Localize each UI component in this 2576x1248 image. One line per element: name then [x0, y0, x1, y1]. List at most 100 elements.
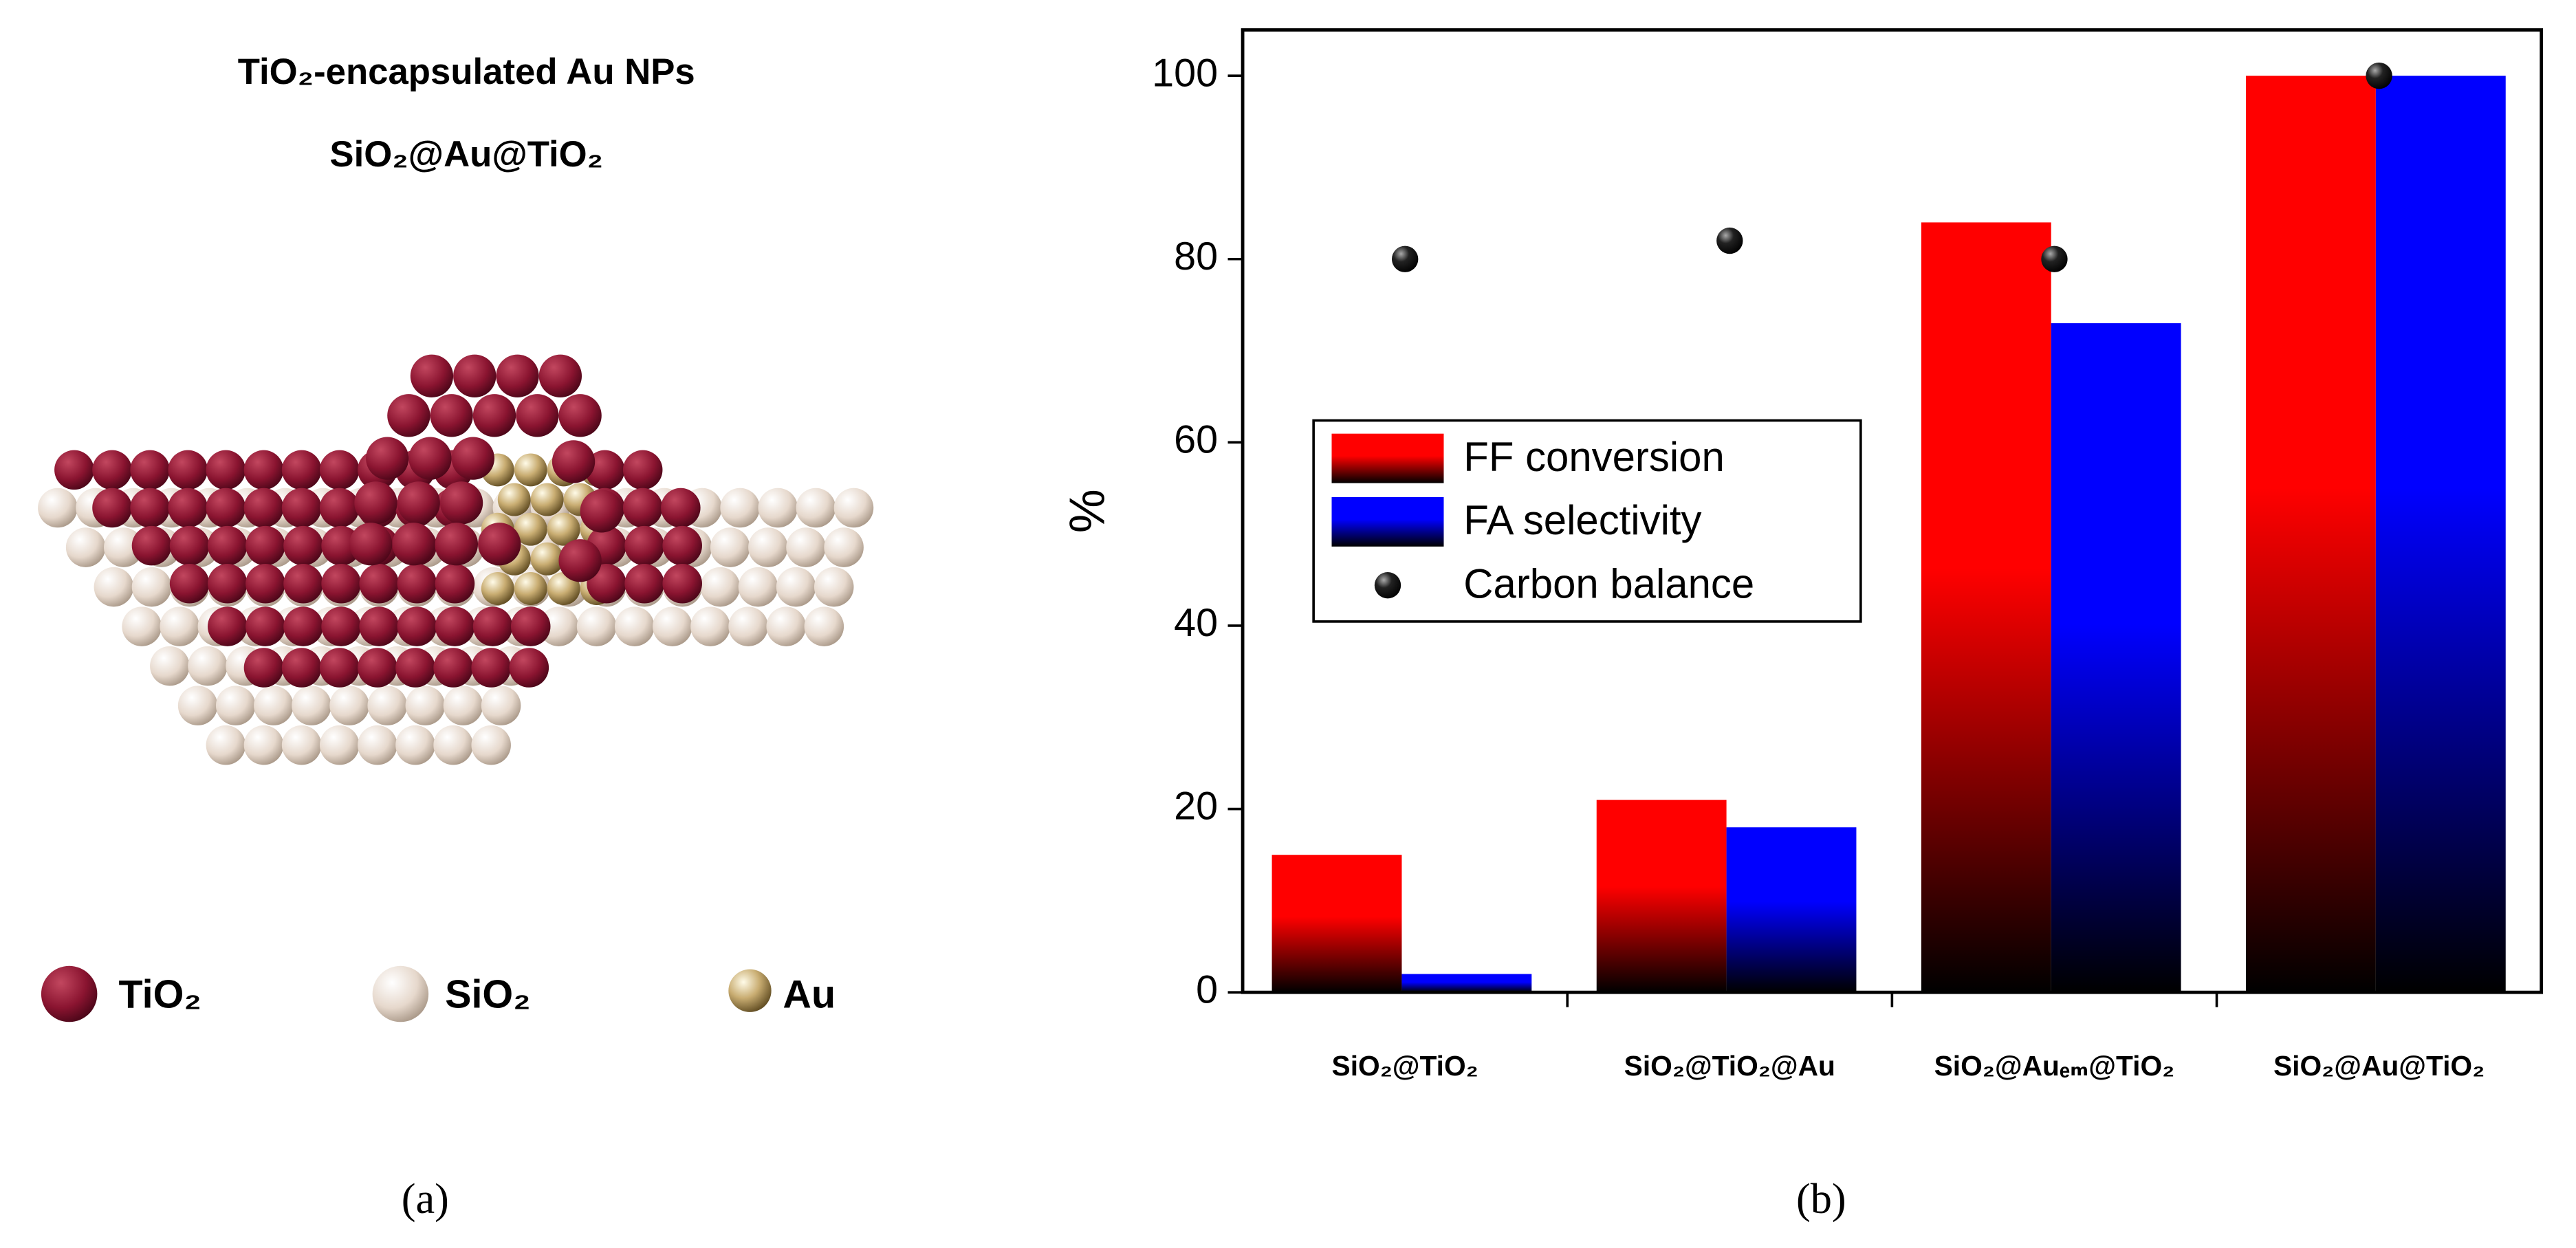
- sio2-sphere: [720, 488, 760, 528]
- plot-frame: [1241, 28, 2544, 994]
- legend-tio2: TiO₂: [119, 973, 201, 1017]
- tio2-sphere: [453, 354, 496, 397]
- y-axis-label: %: [1060, 489, 1115, 533]
- y-tick-label: 0: [1196, 967, 1218, 1011]
- legend-au-icon: [728, 969, 772, 1012]
- tio2-sphere: [169, 564, 210, 604]
- au-sphere: [547, 572, 580, 605]
- tio2-sphere: [624, 525, 664, 566]
- tio2-sphere: [395, 648, 435, 688]
- sio2-sphere: [700, 567, 741, 607]
- tio2-sphere: [245, 606, 285, 646]
- tio2-sphere: [281, 488, 322, 528]
- tio2-sphere: [478, 523, 521, 566]
- sio2-sphere: [215, 686, 256, 725]
- legend-label: FA selectivity: [1463, 497, 1701, 543]
- tio2-sphere: [471, 648, 511, 688]
- sio2-sphere: [690, 606, 730, 646]
- sio2-sphere: [103, 527, 144, 567]
- sio2-sphere: [433, 725, 473, 765]
- sio2-sphere: [206, 725, 246, 765]
- tio2-sphere: [435, 564, 475, 604]
- sio2-sphere: [38, 488, 78, 528]
- tio2-sphere: [496, 354, 539, 397]
- tio2-sphere: [580, 490, 623, 533]
- au-sphere: [497, 483, 531, 516]
- sio2-sphere: [405, 686, 446, 725]
- tio2-sphere: [169, 525, 210, 566]
- tio2-sphere: [54, 450, 94, 490]
- tio2-sphere: [349, 523, 393, 566]
- tio2-sphere: [509, 648, 549, 688]
- tio2-sphere: [552, 440, 596, 483]
- sio2-sphere: [576, 606, 617, 646]
- sio2-sphere: [395, 725, 435, 765]
- sio2-sphere: [292, 686, 331, 725]
- sio2-sphere: [728, 606, 768, 646]
- tio2-sphere: [622, 450, 663, 490]
- tio2-sphere: [387, 394, 430, 437]
- tio2-sphere: [281, 450, 322, 490]
- tio2-sphere: [358, 648, 397, 688]
- tio2-sphere: [661, 488, 701, 528]
- sio2-sphere: [122, 606, 162, 646]
- tio2-sphere: [243, 450, 284, 490]
- sio2-sphere: [177, 686, 218, 725]
- au-sphere: [514, 453, 547, 487]
- tio2-sphere: [245, 564, 285, 604]
- sio2-sphere: [243, 725, 284, 765]
- sio2-sphere: [824, 527, 864, 567]
- panel-a-subtitle: SiO₂@Au@TiO₂: [329, 134, 603, 175]
- tio2-sphere: [510, 606, 551, 646]
- sio2-sphere: [766, 606, 806, 646]
- legend-tio2-icon: [41, 965, 98, 1022]
- tio2-sphere: [435, 606, 475, 646]
- bar: [1271, 855, 1402, 993]
- sio2-sphere: [776, 567, 816, 607]
- sio2-sphere: [786, 527, 826, 567]
- carbon-balance-point: [2041, 245, 2068, 272]
- tio2-sphere: [168, 488, 208, 528]
- x-tick-label: SiO₂@TiO₂@Au: [1624, 1050, 1835, 1082]
- panel-a-label: (a): [402, 1175, 449, 1223]
- tio2-sphere: [397, 481, 440, 525]
- sio2-sphere: [481, 686, 521, 725]
- tio2-sphere: [366, 437, 409, 480]
- legend-swatch: [1331, 496, 1444, 547]
- tio2-sphere: [538, 354, 582, 397]
- au-sphere: [481, 572, 514, 605]
- tio2-sphere: [359, 564, 399, 604]
- tio2-sphere: [435, 523, 479, 566]
- sio2-sphere: [94, 567, 134, 607]
- au-sphere: [547, 512, 580, 546]
- tio2-sphere: [516, 394, 559, 437]
- sio2-sphere: [614, 606, 655, 646]
- tio2-sphere: [662, 525, 702, 566]
- legend-label: Carbon balance: [1463, 560, 1754, 606]
- bar: [1401, 974, 1532, 993]
- bar-chart: 0 20 40 60 80 100 SiO₂@TiO₂ SiO₂@TiO₂@Au SiO₂@Au…: [1152, 28, 2544, 1082]
- tio2-sphere: [130, 488, 170, 528]
- tio2-sphere: [397, 564, 437, 604]
- bar: [1726, 827, 1857, 993]
- au-sphere: [514, 512, 547, 546]
- sio2-sphere: [538, 606, 579, 646]
- sio2-sphere: [131, 567, 172, 607]
- sio2-sphere: [443, 686, 483, 725]
- legend-marker: [1374, 572, 1401, 599]
- panel-b-label: (b): [1796, 1175, 1846, 1223]
- sio2-sphere: [254, 686, 294, 725]
- carbon-balance-point: [2366, 62, 2392, 89]
- sio2-sphere: [329, 686, 369, 725]
- sio2-sphere: [358, 725, 397, 765]
- bar: [1596, 800, 1727, 993]
- sio2-sphere: [653, 606, 692, 646]
- bar: [1921, 222, 2051, 993]
- panel-a-title: TiO₂-encapsulated Au NPs: [238, 52, 695, 92]
- tio2-sphere: [472, 606, 513, 646]
- tio2-sphere: [392, 523, 435, 566]
- bar: [2051, 323, 2181, 993]
- tio2-sphere: [319, 648, 360, 688]
- tio2-sphere: [430, 394, 473, 437]
- au-sphere: [514, 572, 547, 605]
